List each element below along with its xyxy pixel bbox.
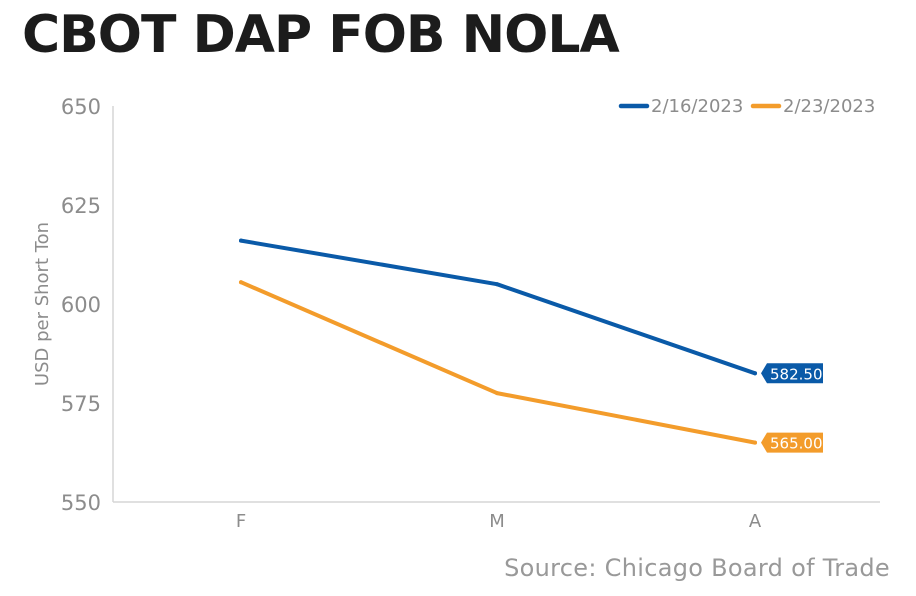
y-tick-label: 600: [61, 293, 101, 317]
x-tick-label: F: [236, 511, 246, 532]
data-label: 565.00: [770, 435, 823, 453]
data-label: 582.50: [770, 365, 823, 383]
chart-title: CBOT DAP FOB NOLA: [22, 5, 620, 65]
legend-label: 2/23/2023: [783, 96, 875, 117]
y-tick-label: 650: [61, 95, 101, 119]
data-point: [753, 371, 757, 376]
data-point: [495, 391, 499, 396]
series-lines: 582.50 565.00: [239, 238, 823, 453]
series-line: [239, 280, 757, 445]
x-tick-label: A: [749, 511, 762, 532]
y-axis-label: USD per Short Ton: [32, 222, 53, 386]
legend-label: 2/16/2023: [651, 96, 743, 117]
y-tick-label: 550: [61, 491, 101, 515]
chart-axes: 650 625 600 575 550 USD per Short Ton F M A: [32, 95, 880, 532]
x-tick-label: M: [489, 511, 505, 532]
data-point: [753, 440, 757, 445]
data-point: [239, 238, 243, 243]
data-point: [495, 282, 499, 287]
y-tick-label: 625: [61, 194, 101, 218]
y-tick-label: 575: [61, 392, 101, 416]
legend: 2/16/2023 2/23/2023: [618, 96, 875, 117]
data-label-tag: [761, 432, 823, 453]
source-note: Source: Chicago Board of Trade: [504, 554, 890, 582]
data-point: [239, 280, 243, 285]
series-line: [239, 238, 757, 376]
data-label-tag: [761, 363, 823, 384]
